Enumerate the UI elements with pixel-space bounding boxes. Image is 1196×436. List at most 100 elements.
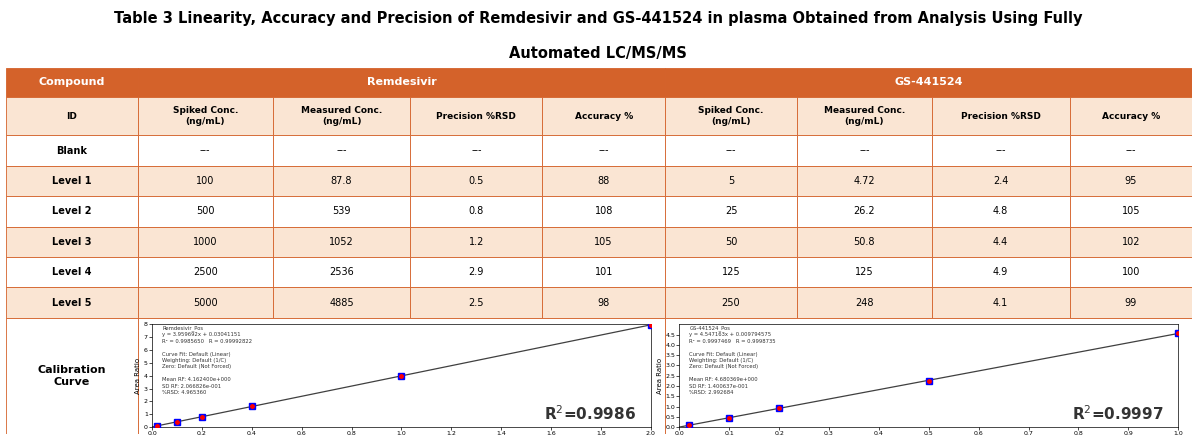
Text: 1052: 1052: [329, 237, 354, 247]
Bar: [273, 227, 410, 257]
Bar: [6, 68, 138, 97]
Text: Table 3 Linearity, Accuracy and Precision of Remdesivir and GS-441524 in plasma : Table 3 Linearity, Accuracy and Precisio…: [114, 11, 1082, 26]
Text: 105: 105: [1122, 206, 1140, 216]
Bar: [1069, 257, 1192, 287]
Bar: [797, 227, 932, 257]
Bar: [932, 287, 1069, 318]
Text: 50.8: 50.8: [854, 237, 875, 247]
Text: Precision %RSD: Precision %RSD: [960, 112, 1041, 121]
Bar: [1069, 196, 1192, 227]
Bar: [410, 257, 542, 287]
Bar: [932, 196, 1069, 227]
Text: GS-441524: GS-441524: [895, 77, 963, 87]
Text: 95: 95: [1124, 176, 1137, 186]
Bar: [1069, 227, 1192, 257]
Text: Level 5: Level 5: [53, 297, 92, 307]
Text: ---: ---: [726, 146, 737, 156]
Text: 102: 102: [1122, 237, 1140, 247]
Text: Spiked Conc.
(ng/mL): Spiked Conc. (ng/mL): [698, 106, 764, 126]
Text: 105: 105: [594, 237, 612, 247]
Bar: [138, 68, 665, 97]
Text: 101: 101: [594, 267, 612, 277]
Bar: [542, 97, 665, 135]
Bar: [138, 97, 273, 135]
Text: GS-441524_Pos
y = 4.547163x + 0.009794575
R² = 0.9997469   R = 0.9998735

Curve : GS-441524_Pos y = 4.547163x + 0.00979457…: [689, 325, 776, 395]
Bar: [542, 196, 665, 227]
Bar: [542, 227, 665, 257]
Text: 248: 248: [855, 297, 873, 307]
Text: 88: 88: [598, 176, 610, 186]
Text: Automated LC/MS/MS: Automated LC/MS/MS: [509, 46, 687, 61]
Bar: [665, 166, 797, 196]
Bar: [665, 97, 797, 135]
Bar: [797, 257, 932, 287]
Text: ---: ---: [859, 146, 869, 156]
Bar: [138, 135, 273, 166]
Bar: [665, 257, 797, 287]
Bar: [665, 227, 797, 257]
Text: Level 4: Level 4: [53, 267, 92, 277]
Bar: [1069, 97, 1192, 135]
Text: 4.8: 4.8: [993, 206, 1008, 216]
Bar: [6, 166, 138, 196]
Bar: [542, 135, 665, 166]
Bar: [6, 257, 138, 287]
Text: Remdesivir_Pos
y = 3.959692x + 0.03041151
R² = 0.9985650   R = 0.99992822

Curve: Remdesivir_Pos y = 3.959692x + 0.0304115…: [161, 325, 252, 395]
Bar: [6, 97, 138, 135]
Text: 100: 100: [196, 176, 214, 186]
Text: 250: 250: [721, 297, 740, 307]
Text: Level 2: Level 2: [53, 206, 92, 216]
Bar: [1069, 166, 1192, 196]
Text: Spiked Conc.
(ng/mL): Spiked Conc. (ng/mL): [172, 106, 238, 126]
Bar: [410, 166, 542, 196]
Text: 2536: 2536: [329, 267, 354, 277]
Bar: [665, 135, 797, 166]
Bar: [542, 287, 665, 318]
Text: Remdesivir: Remdesivir: [367, 77, 437, 87]
Text: 87.8: 87.8: [331, 176, 353, 186]
Y-axis label: Area Ratio: Area Ratio: [657, 358, 663, 394]
Text: 125: 125: [721, 267, 740, 277]
Bar: [273, 287, 410, 318]
Text: Measured Conc.
(ng/mL): Measured Conc. (ng/mL): [824, 106, 905, 126]
Bar: [273, 135, 410, 166]
Text: ---: ---: [471, 146, 482, 156]
Text: 25: 25: [725, 206, 737, 216]
Text: ---: ---: [598, 146, 609, 156]
Text: 4885: 4885: [329, 297, 354, 307]
Bar: [410, 97, 542, 135]
Text: 2500: 2500: [193, 267, 218, 277]
Bar: [273, 166, 410, 196]
Text: 26.2: 26.2: [854, 206, 875, 216]
Bar: [273, 257, 410, 287]
Text: 539: 539: [332, 206, 350, 216]
Text: 1000: 1000: [193, 237, 218, 247]
Text: Accuracy %: Accuracy %: [1102, 112, 1160, 121]
Text: ---: ---: [336, 146, 347, 156]
Bar: [138, 227, 273, 257]
Bar: [932, 257, 1069, 287]
Bar: [797, 135, 932, 166]
Bar: [6, 196, 138, 227]
Bar: [665, 68, 1192, 97]
Text: 99: 99: [1125, 297, 1137, 307]
Bar: [410, 287, 542, 318]
Text: 100: 100: [1122, 267, 1140, 277]
Text: ---: ---: [1125, 146, 1136, 156]
Bar: [273, 196, 410, 227]
Text: R$^2$=0.9997: R$^2$=0.9997: [1072, 405, 1164, 423]
Bar: [6, 287, 138, 318]
Text: 98: 98: [598, 297, 610, 307]
Text: 1.2: 1.2: [469, 237, 484, 247]
Bar: [932, 135, 1069, 166]
Text: Measured Conc.
(ng/mL): Measured Conc. (ng/mL): [301, 106, 383, 126]
Bar: [1069, 135, 1192, 166]
Text: 4.4: 4.4: [993, 237, 1008, 247]
Text: Blank: Blank: [56, 146, 87, 156]
Text: 4.1: 4.1: [993, 297, 1008, 307]
Bar: [410, 196, 542, 227]
Bar: [138, 166, 273, 196]
Bar: [797, 166, 932, 196]
Bar: [797, 287, 932, 318]
Text: Calibration
Curve: Calibration Curve: [37, 365, 106, 387]
